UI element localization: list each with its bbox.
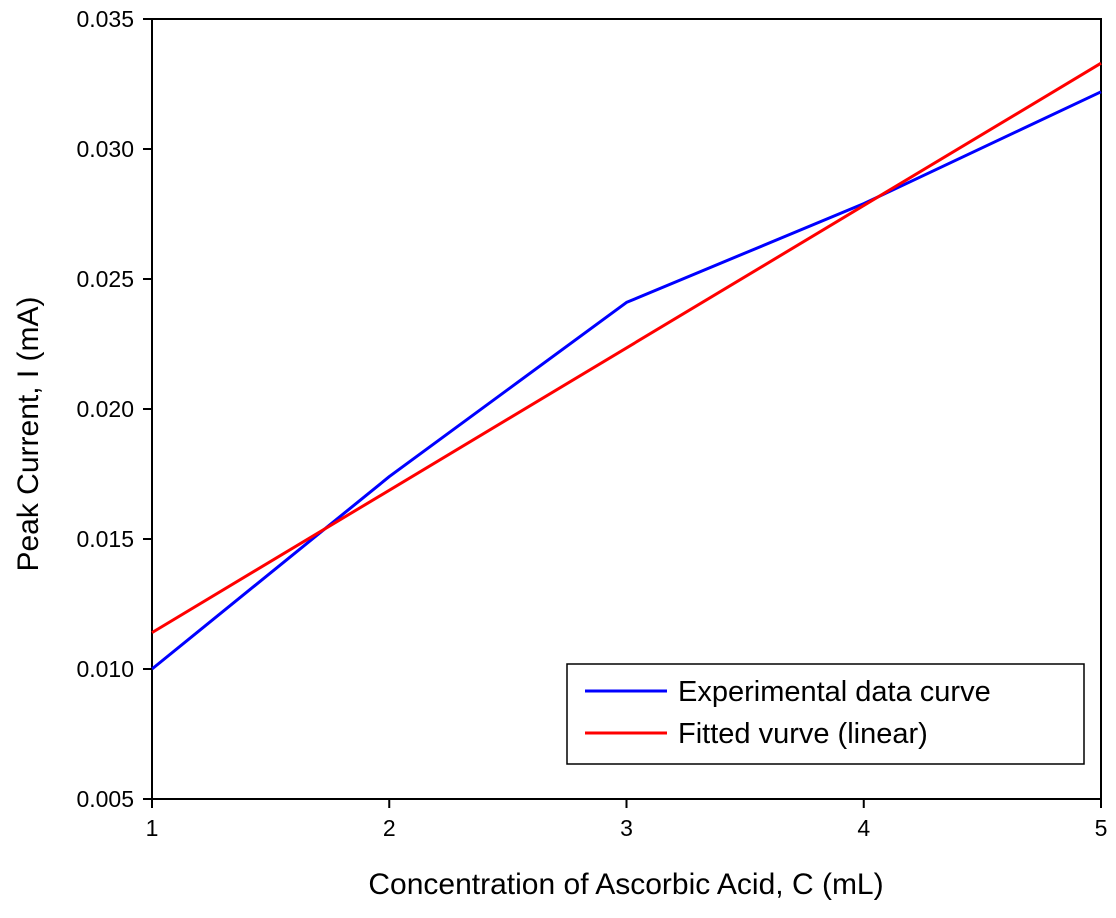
y-tick-label: 0.025 bbox=[76, 266, 134, 292]
legend-box bbox=[566, 663, 1085, 765]
y-tick-label: 0.015 bbox=[76, 526, 134, 552]
x-tick-label: 4 bbox=[857, 815, 870, 841]
x-axis: 1 2 3 4 5 bbox=[146, 799, 1108, 841]
y-axis-title: Peak Current, I (mA) bbox=[12, 296, 45, 571]
fitted-series-line bbox=[151, 61, 1102, 634]
legend-label: Experimental data curve bbox=[678, 676, 991, 708]
y-tick-label: 0.005 bbox=[76, 786, 134, 812]
series-group bbox=[151, 61, 1102, 671]
y-tick-label: 0.035 bbox=[76, 6, 134, 32]
x-tick-label: 3 bbox=[620, 815, 633, 841]
y-tick-label: 0.010 bbox=[76, 656, 134, 682]
legend-label: Fitted vurve (linear) bbox=[678, 718, 928, 750]
x-axis-title: Concentration of Ascorbic Acid, C (mL) bbox=[368, 868, 883, 901]
y-tick-label: 0.030 bbox=[76, 136, 134, 162]
y-axis: 0.005 0.010 0.015 0.020 0.025 0.030 0.035 bbox=[76, 6, 152, 812]
experimental-series-line bbox=[151, 90, 1102, 671]
x-tick-label: 2 bbox=[383, 815, 396, 841]
x-tick-label: 1 bbox=[146, 815, 159, 841]
legend: Experimental data curve Fitted vurve (lin… bbox=[566, 663, 1085, 765]
y-tick-label: 0.020 bbox=[76, 396, 134, 422]
x-tick-label: 5 bbox=[1095, 815, 1108, 841]
